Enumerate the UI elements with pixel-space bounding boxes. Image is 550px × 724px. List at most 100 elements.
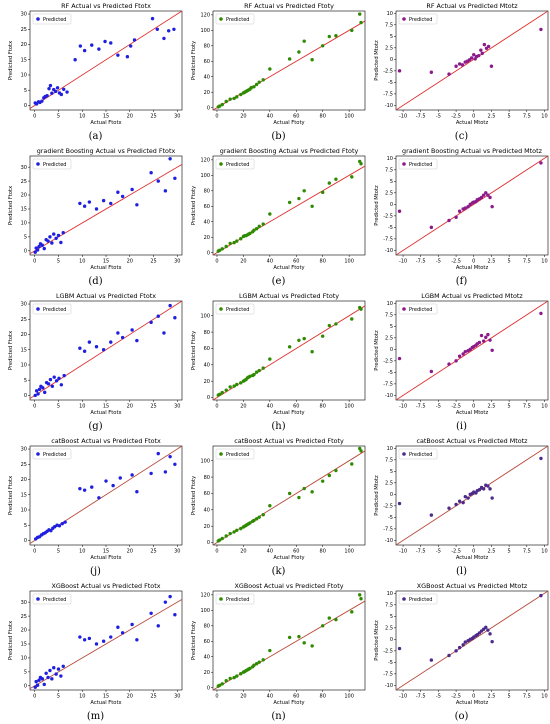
data-point xyxy=(454,502,458,507)
chart-title: catBoost Actual vs Predicted Ftoty xyxy=(234,437,344,445)
y-tick-label: 10 xyxy=(21,221,27,227)
data-point xyxy=(254,662,259,666)
x-tick-label: 15 xyxy=(103,259,109,265)
y-tick-label: 80 xyxy=(204,189,210,195)
data-point xyxy=(163,600,168,604)
chart-title: RF Actual vs Predicted Ftoty xyxy=(244,2,334,10)
y-tick-label: 2.5 xyxy=(385,336,393,342)
data-point xyxy=(327,473,332,478)
legend-box xyxy=(215,303,255,315)
data-point xyxy=(46,382,51,386)
x-tick-label: -10 xyxy=(399,549,407,555)
legend-label: Predicted xyxy=(43,597,66,603)
legend-box xyxy=(215,448,255,460)
x-tick-label: 25 xyxy=(150,404,156,410)
x-tick-label: -10 xyxy=(399,694,407,700)
data-point xyxy=(321,44,325,48)
y-tick-label: 5 xyxy=(24,88,27,94)
y-tick-label: 10 xyxy=(387,591,393,597)
data-point xyxy=(43,390,47,395)
data-point xyxy=(466,204,470,209)
x-tick-label: 15 xyxy=(103,114,109,120)
x-tick-label: 2.5 xyxy=(487,549,495,555)
x-axis-label: Actual Ftotx xyxy=(90,555,121,561)
x-tick-label: 0 xyxy=(33,549,36,555)
x-tick-label: 5 xyxy=(508,259,511,265)
panel-caption: (m) xyxy=(86,711,105,722)
data-point xyxy=(45,93,49,98)
data-point xyxy=(297,50,301,54)
x-tick-label: 80 xyxy=(320,114,326,120)
x-tick-label: 7.5 xyxy=(523,114,531,120)
legend-label: Predicted xyxy=(43,307,66,313)
data-point xyxy=(248,666,252,671)
data-point xyxy=(248,521,252,525)
x-axis-label: Actual Ftoty xyxy=(273,120,304,126)
data-point xyxy=(334,617,338,622)
data-point xyxy=(486,484,490,488)
legend-label: Predicted xyxy=(226,307,249,313)
chart-svg-n: XGBoost Actual vs Predicted Ftoty 0 20 40 60… xyxy=(191,582,366,706)
data-point xyxy=(334,177,338,181)
y-tick-label: 60 xyxy=(204,59,210,65)
y-tick-label: 60 xyxy=(204,346,210,352)
data-point xyxy=(261,513,265,517)
data-point xyxy=(35,683,40,687)
chart-title: RF Actual vs Predicted Mtotz xyxy=(426,2,518,10)
x-tick-label: 15 xyxy=(103,694,109,700)
y-tick-label: 40 xyxy=(204,219,210,225)
data-point xyxy=(488,632,492,636)
legend: Predicted xyxy=(398,593,438,605)
y-tick-label: 20 xyxy=(21,332,27,338)
data-point xyxy=(235,528,239,532)
data-point xyxy=(239,672,243,676)
y-tick-label: 25 xyxy=(21,317,27,323)
legend-box xyxy=(215,158,255,170)
data-point xyxy=(482,42,487,47)
data-point xyxy=(132,38,137,42)
x-tick-label: 0 xyxy=(33,404,36,410)
data-point xyxy=(252,663,256,667)
data-point xyxy=(228,97,232,101)
data-point xyxy=(56,233,61,238)
data-point xyxy=(484,625,488,630)
y-tick-label: 10 xyxy=(387,156,393,162)
data-point xyxy=(327,34,332,39)
data-point xyxy=(35,248,40,252)
data-point xyxy=(118,476,122,480)
y-tick-label: 15 xyxy=(21,207,27,213)
chart-panel-c: RF Actual vs Predicted Mtotz -10 -7.5 -5 -2.… xyxy=(370,0,550,144)
y-tick-label: 40 xyxy=(204,654,210,660)
data-point xyxy=(228,531,232,536)
y-tick-label: 15 xyxy=(21,492,27,498)
x-tick-label: 10 xyxy=(79,259,85,265)
data-point xyxy=(220,682,224,686)
data-point xyxy=(463,494,467,499)
y-tick-label: 0 xyxy=(24,684,27,690)
data-point xyxy=(62,87,66,91)
legend: Predicted xyxy=(32,13,72,25)
data-point xyxy=(249,85,254,90)
data-point xyxy=(397,646,402,651)
y-tick-label: 0 xyxy=(207,395,210,401)
ideal-fit-line xyxy=(213,165,365,255)
data-point xyxy=(103,39,107,44)
y-tick-label: -2.5 xyxy=(383,69,393,75)
data-point xyxy=(33,685,37,689)
y-tick-label: -10 xyxy=(385,103,393,109)
y-tick-label: 0 xyxy=(207,685,210,691)
x-tick-label: 80 xyxy=(320,549,326,555)
y-tick-label: -5 xyxy=(388,80,393,86)
data-point xyxy=(484,335,488,340)
legend-box xyxy=(398,448,438,460)
legend: Predicted xyxy=(398,448,438,460)
data-point xyxy=(149,611,153,616)
legend: Predicted xyxy=(398,303,438,315)
x-tick-label: 5 xyxy=(508,404,511,410)
data-point xyxy=(239,381,243,385)
legend: Predicted xyxy=(215,448,255,460)
chart-svg-j: catBoost Actual vs Predicted Ftotx 0 5 10 15… xyxy=(8,437,183,561)
y-tick-label: 20 xyxy=(21,628,27,634)
x-tick-label: 20 xyxy=(240,404,246,410)
data-point xyxy=(466,496,470,500)
